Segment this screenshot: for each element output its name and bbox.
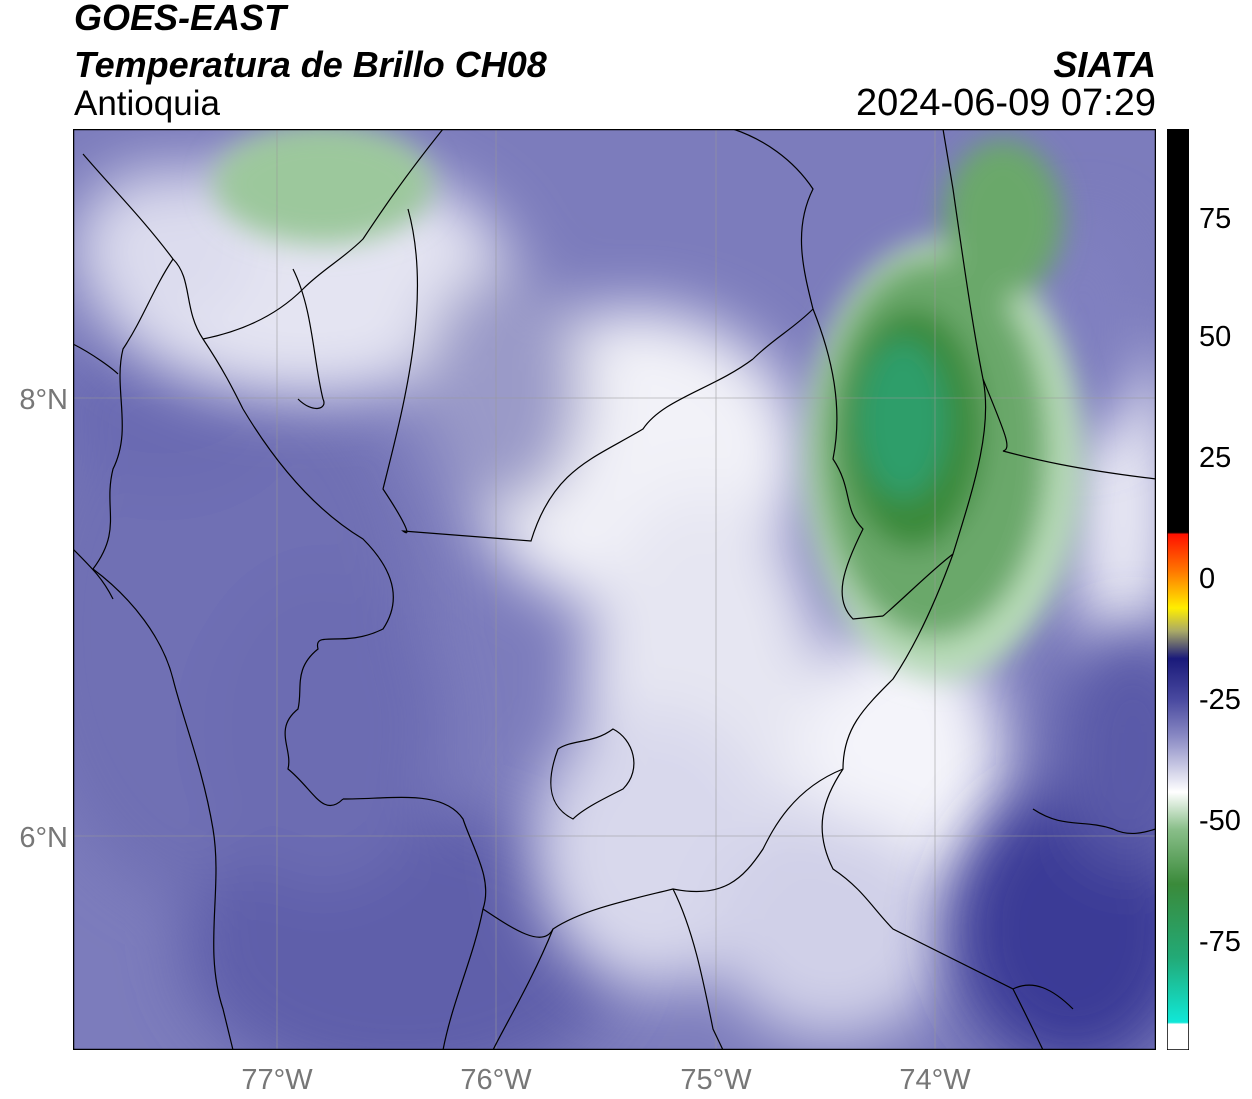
lon-label-76w: 76°W [460, 1064, 532, 1096]
product-title: Temperatura de Brillo CH08 [74, 44, 547, 85]
lon-label-74w: 74°W [899, 1064, 971, 1096]
lon-label-75w: 75°W [680, 1064, 752, 1096]
lat-label-6n: 6°N [19, 822, 68, 854]
region-label: Antioquia [74, 84, 220, 123]
colorbar-tick: -75 [1199, 926, 1241, 958]
colorbar [1167, 129, 1189, 1050]
lon-label-77w: 77°W [241, 1064, 313, 1096]
graticule [73, 129, 1156, 1050]
colorbar-tick: 25 [1199, 442, 1232, 474]
brightness-temperature-map [73, 129, 1156, 1050]
boundaries [73, 129, 1156, 1050]
colorbar-tick: 75 [1199, 203, 1232, 235]
colorbar-tick: 50 [1199, 321, 1232, 353]
colorbar-tick: -25 [1199, 684, 1241, 716]
timestamp-label: 2024-06-09 07:29 [855, 82, 1156, 124]
colorbar-tick: 0 [1199, 563, 1216, 595]
organization-label: SIATA [1053, 44, 1156, 85]
satellite-title: GOES-EAST [74, 0, 287, 38]
colorbar-tick: -50 [1199, 805, 1241, 837]
lat-label-8n: 8°N [19, 384, 68, 416]
